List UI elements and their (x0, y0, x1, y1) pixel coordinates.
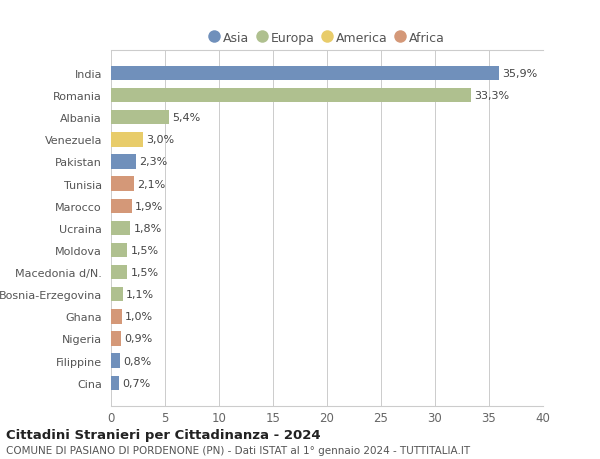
Text: 0,7%: 0,7% (122, 378, 150, 388)
Bar (111, 287, 123, 302)
Bar (111, 111, 169, 125)
Text: 1,1%: 1,1% (126, 290, 154, 300)
Text: 2,3%: 2,3% (139, 157, 167, 167)
Bar (111, 67, 499, 81)
Legend: Asia, Europa, America, Africa: Asia, Europa, America, Africa (205, 27, 449, 50)
Text: 1,5%: 1,5% (130, 246, 158, 255)
Text: 1,0%: 1,0% (125, 312, 153, 322)
Bar (111, 376, 119, 390)
Bar (111, 133, 143, 147)
Bar (111, 199, 131, 213)
Text: 33,3%: 33,3% (474, 91, 509, 101)
Text: 0,8%: 0,8% (123, 356, 151, 366)
Bar (111, 221, 130, 235)
Bar (111, 177, 134, 191)
Text: 3,0%: 3,0% (146, 135, 175, 145)
Bar (111, 309, 122, 324)
Text: 1,8%: 1,8% (134, 224, 162, 233)
Text: COMUNE DI PASIANO DI PORDENONE (PN) - Dati ISTAT al 1° gennaio 2024 - TUTTITALIA: COMUNE DI PASIANO DI PORDENONE (PN) - Da… (6, 445, 470, 455)
Bar (111, 265, 127, 280)
Bar (111, 155, 136, 169)
Bar (111, 89, 470, 103)
Bar (111, 243, 127, 257)
Text: 2,1%: 2,1% (137, 179, 165, 189)
Bar (111, 353, 119, 368)
Text: 5,4%: 5,4% (173, 113, 201, 123)
Text: Cittadini Stranieri per Cittadinanza - 2024: Cittadini Stranieri per Cittadinanza - 2… (6, 428, 320, 441)
Text: 0,9%: 0,9% (124, 334, 152, 344)
Text: 1,5%: 1,5% (130, 268, 158, 278)
Text: 35,9%: 35,9% (502, 69, 537, 79)
Text: 1,9%: 1,9% (135, 202, 163, 211)
Bar (111, 331, 121, 346)
